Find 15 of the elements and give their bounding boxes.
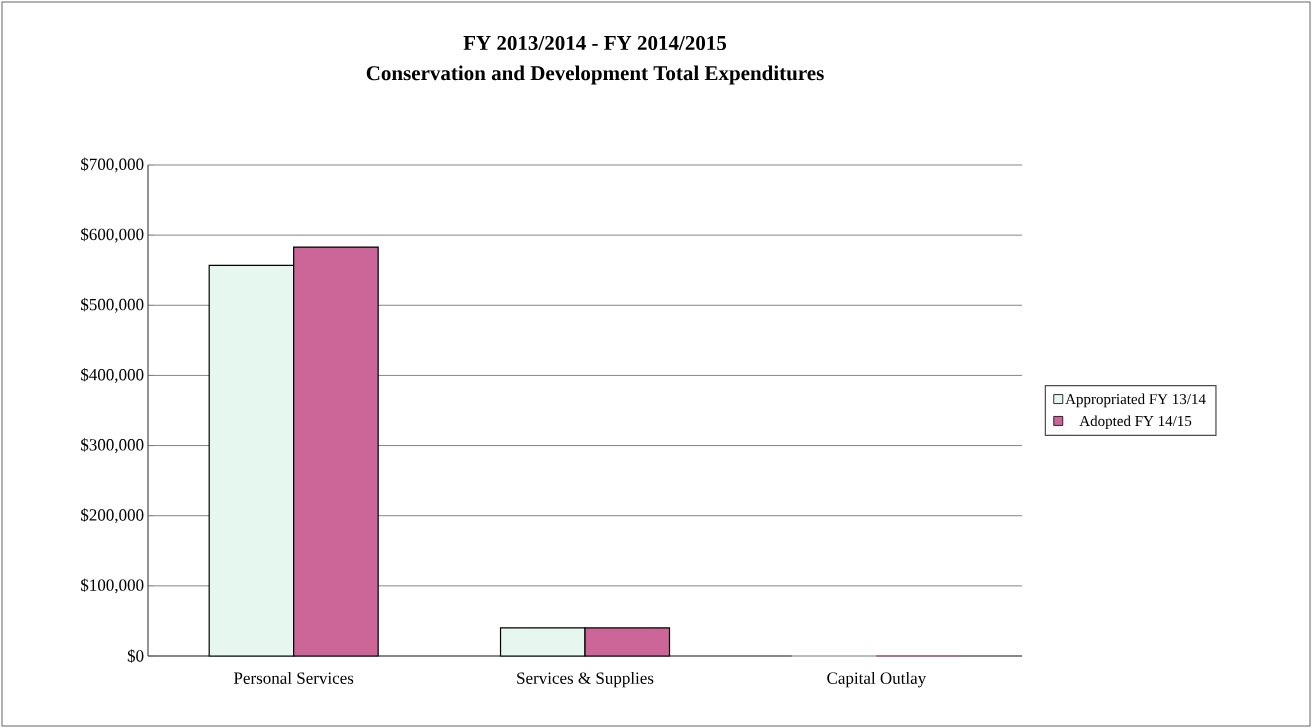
x-tick-label: Services & Supplies: [517, 671, 654, 688]
y-tick-label: $300,000: [81, 438, 144, 454]
chart-subtitle: Conservation and Development Total Expenditures: [366, 65, 824, 85]
y-tick-label: $200,000: [81, 508, 144, 524]
chart-title: FY 2013/2014 - FY 2014/2015: [463, 35, 727, 51]
y-tick-label: $500,000: [81, 297, 144, 313]
x-tick-label: Capital Outlay: [827, 671, 927, 688]
x-tick-label: Personal Services: [233, 671, 354, 684]
y-tick-label: $400,000: [81, 367, 144, 383]
y-tick-label: $700,000: [81, 157, 144, 173]
y-tick-label: $0: [127, 649, 144, 663]
legend-label: Appropriated FY 13/14: [1065, 393, 1206, 408]
legend-label: Adopted FY 14/15: [1079, 415, 1192, 430]
y-tick-label: $600,000: [81, 227, 144, 243]
y-tick-label: $100,000: [81, 578, 144, 594]
